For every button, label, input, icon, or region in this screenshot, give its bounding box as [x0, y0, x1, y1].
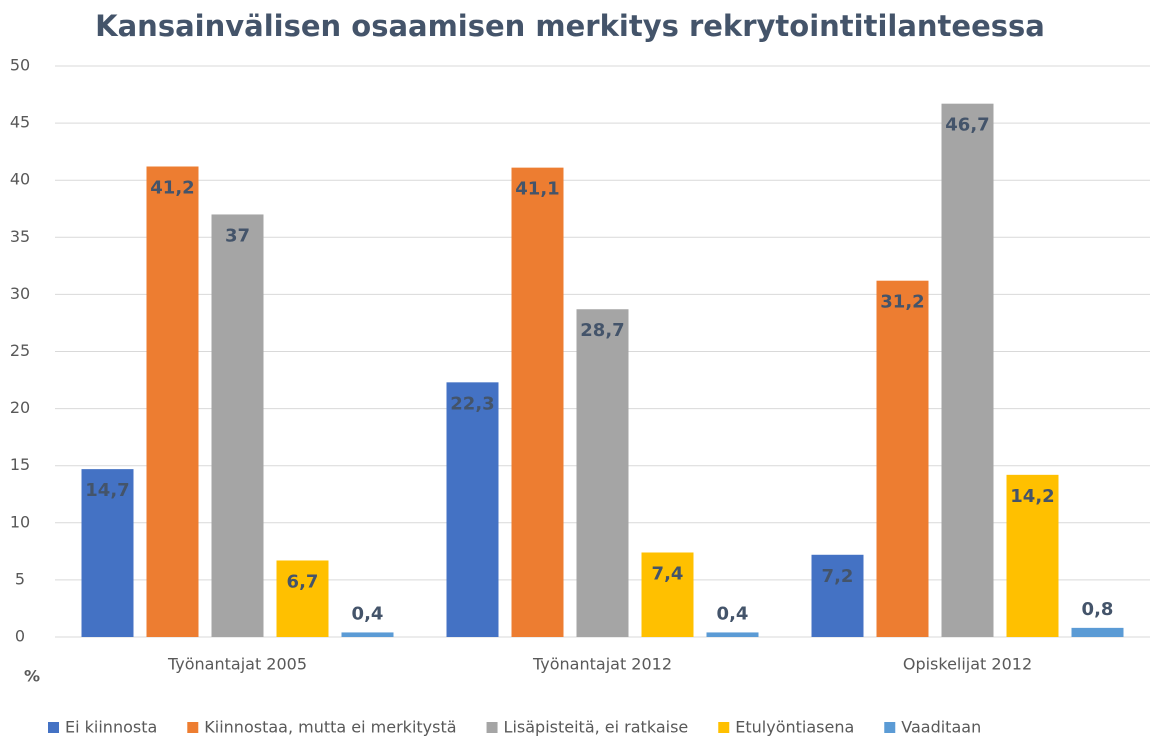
bar	[641, 552, 694, 637]
data-label: 31,2	[880, 292, 924, 313]
bar	[341, 632, 394, 637]
legend-swatch	[48, 722, 59, 733]
y-tick-label: 15	[10, 455, 30, 474]
x-tick-label: Työnantajat 2012	[532, 655, 672, 674]
y-tick-label: 30	[10, 284, 30, 303]
legend-label: Lisäpisteitä, ei ratkaise	[504, 718, 689, 737]
bar	[941, 103, 994, 638]
legend-swatch	[718, 722, 730, 733]
data-label: 37	[225, 225, 250, 246]
bar	[706, 632, 759, 637]
data-label: 22,3	[450, 393, 494, 414]
data-label: 46,7	[945, 115, 989, 136]
legend-label: Vaaditaan	[901, 718, 981, 737]
legend-swatch	[486, 722, 498, 733]
x-tick-label: Opiskelijat 2012	[903, 655, 1032, 674]
data-label: 7,4	[652, 563, 684, 584]
data-label: 0,8	[1082, 599, 1114, 620]
y-tick-label: 45	[10, 113, 30, 132]
bar	[576, 309, 629, 637]
bar	[511, 167, 564, 637]
data-label: 0,4	[717, 603, 749, 624]
y-tick-label: 5	[15, 569, 25, 588]
legend-label: Ei kiinnosta	[65, 718, 157, 737]
data-label: 41,2	[150, 177, 194, 198]
data-label: 0,4	[352, 603, 384, 624]
legend-swatch	[884, 722, 896, 733]
bar	[811, 554, 864, 637]
y-tick-label: 10	[10, 512, 30, 531]
bar	[1006, 474, 1059, 637]
data-label: 6,7	[287, 571, 319, 592]
data-label: 41,1	[515, 179, 559, 200]
data-label: 14,2	[1010, 486, 1054, 507]
bar	[146, 166, 199, 637]
data-label: 28,7	[580, 320, 624, 341]
legend-label: Kiinnostaa, mutta ei merkitystä	[204, 718, 456, 737]
bar	[81, 469, 134, 637]
y-tick-label: 35	[10, 227, 30, 246]
data-label: 7,2	[822, 566, 854, 587]
y-tick-label: 0	[15, 627, 25, 646]
legend-swatch	[187, 722, 199, 733]
x-tick-label: Työnantajat 2005	[167, 655, 307, 674]
y-tick-label: 50	[10, 56, 30, 75]
bar	[876, 280, 929, 637]
bar	[276, 560, 329, 637]
y-tick-label: 40	[10, 170, 30, 189]
y-tick-label: 25	[10, 341, 30, 360]
legend-label: Etulyöntiasena	[735, 718, 854, 737]
chart-title: Kansainvälisen osaamisen merkitys rekryt…	[95, 9, 1045, 43]
y-axis-label: %	[24, 667, 40, 686]
y-tick-label: 20	[10, 398, 30, 417]
data-label: 14,7	[85, 480, 129, 501]
bar	[211, 214, 264, 637]
bar	[1071, 627, 1124, 637]
bar	[446, 382, 499, 637]
